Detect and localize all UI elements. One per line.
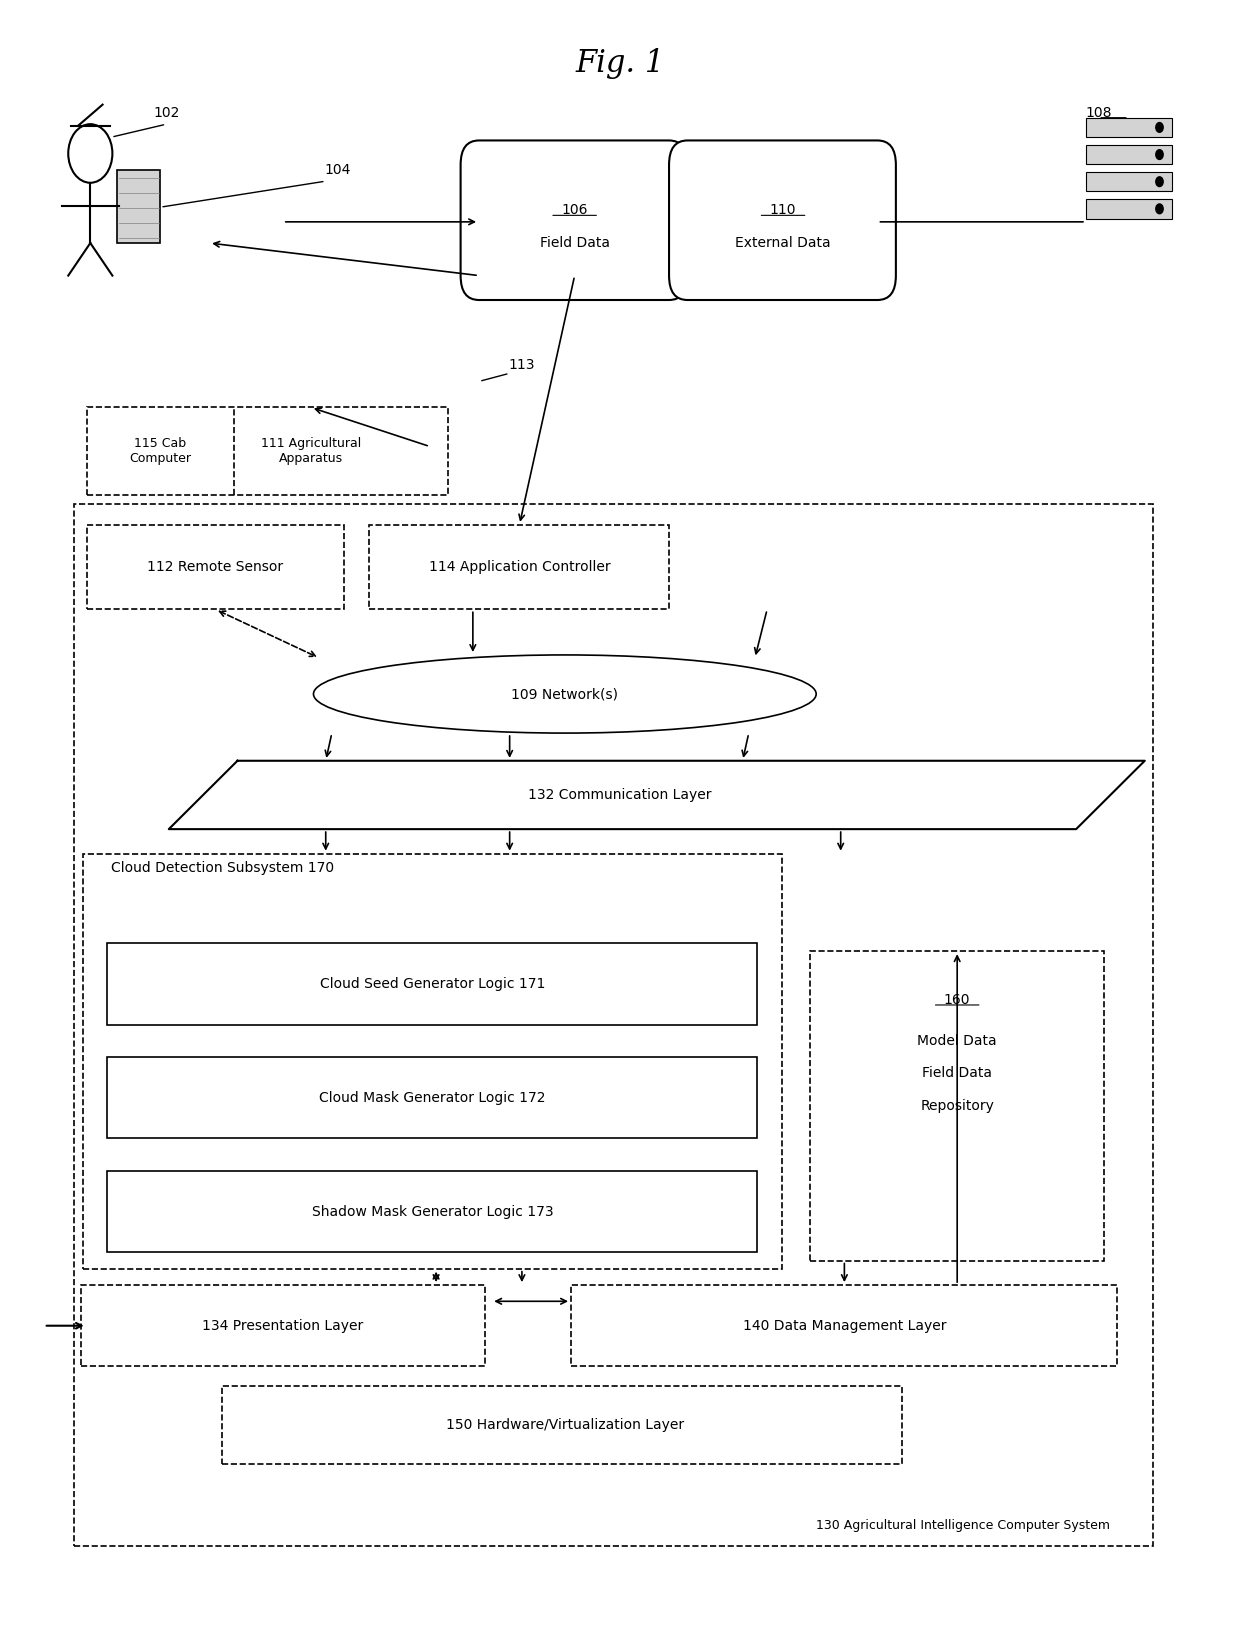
- FancyBboxPatch shape: [460, 141, 687, 300]
- Text: 115 Cab
Computer: 115 Cab Computer: [129, 437, 191, 465]
- FancyBboxPatch shape: [108, 943, 758, 1025]
- Text: 109 Network(s): 109 Network(s): [511, 686, 619, 701]
- FancyBboxPatch shape: [368, 525, 670, 609]
- FancyBboxPatch shape: [570, 1286, 1116, 1366]
- Text: Field Data: Field Data: [539, 236, 610, 250]
- Text: 130 Agricultural Intelligence Computer System: 130 Agricultural Intelligence Computer S…: [816, 1519, 1111, 1532]
- Text: 112 Remote Sensor: 112 Remote Sensor: [148, 560, 284, 575]
- Ellipse shape: [314, 655, 816, 732]
- Text: 113: 113: [508, 358, 536, 373]
- Text: 160: 160: [944, 993, 971, 1007]
- Text: 114 Application Controller: 114 Application Controller: [429, 560, 610, 575]
- Text: 108: 108: [1086, 105, 1112, 120]
- FancyBboxPatch shape: [118, 169, 160, 243]
- FancyBboxPatch shape: [87, 525, 345, 609]
- FancyBboxPatch shape: [1086, 118, 1172, 138]
- Text: 150 Hardware/Virtualization Layer: 150 Hardware/Virtualization Layer: [445, 1419, 684, 1432]
- Circle shape: [1156, 149, 1163, 159]
- Text: 106: 106: [562, 204, 588, 217]
- Circle shape: [1156, 204, 1163, 213]
- FancyBboxPatch shape: [108, 1171, 758, 1253]
- Circle shape: [1156, 177, 1163, 187]
- FancyBboxPatch shape: [83, 854, 782, 1269]
- FancyBboxPatch shape: [81, 1286, 485, 1366]
- FancyBboxPatch shape: [810, 951, 1105, 1261]
- Circle shape: [1156, 123, 1163, 133]
- Text: Fig. 1: Fig. 1: [575, 48, 665, 79]
- Bar: [74, 504, 1153, 1545]
- FancyBboxPatch shape: [222, 1386, 901, 1465]
- Text: Repository: Repository: [920, 1098, 994, 1113]
- Text: 134 Presentation Layer: 134 Presentation Layer: [202, 1319, 363, 1333]
- Text: 132 Communication Layer: 132 Communication Layer: [528, 788, 712, 801]
- Text: Shadow Mask Generator Logic 173: Shadow Mask Generator Logic 173: [311, 1205, 553, 1218]
- FancyBboxPatch shape: [1086, 199, 1172, 218]
- Text: 111 Agricultural
Apparatus: 111 Agricultural Apparatus: [260, 437, 361, 465]
- FancyBboxPatch shape: [670, 141, 895, 300]
- Polygon shape: [169, 760, 1145, 829]
- Text: Model Data: Model Data: [918, 1034, 997, 1048]
- Text: Cloud Mask Generator Logic 172: Cloud Mask Generator Logic 172: [319, 1090, 546, 1105]
- FancyBboxPatch shape: [87, 407, 449, 496]
- Text: 104: 104: [325, 163, 351, 177]
- Text: Cloud Detection Subsystem 170: Cloud Detection Subsystem 170: [112, 860, 335, 875]
- Text: Cloud Seed Generator Logic 171: Cloud Seed Generator Logic 171: [320, 977, 546, 990]
- FancyBboxPatch shape: [1086, 144, 1172, 164]
- Text: External Data: External Data: [735, 236, 831, 250]
- Text: Field Data: Field Data: [923, 1066, 992, 1080]
- Text: 110: 110: [770, 204, 796, 217]
- FancyBboxPatch shape: [108, 1057, 758, 1138]
- Text: 102: 102: [154, 105, 180, 120]
- Text: 140 Data Management Layer: 140 Data Management Layer: [743, 1319, 946, 1333]
- FancyBboxPatch shape: [1086, 172, 1172, 192]
